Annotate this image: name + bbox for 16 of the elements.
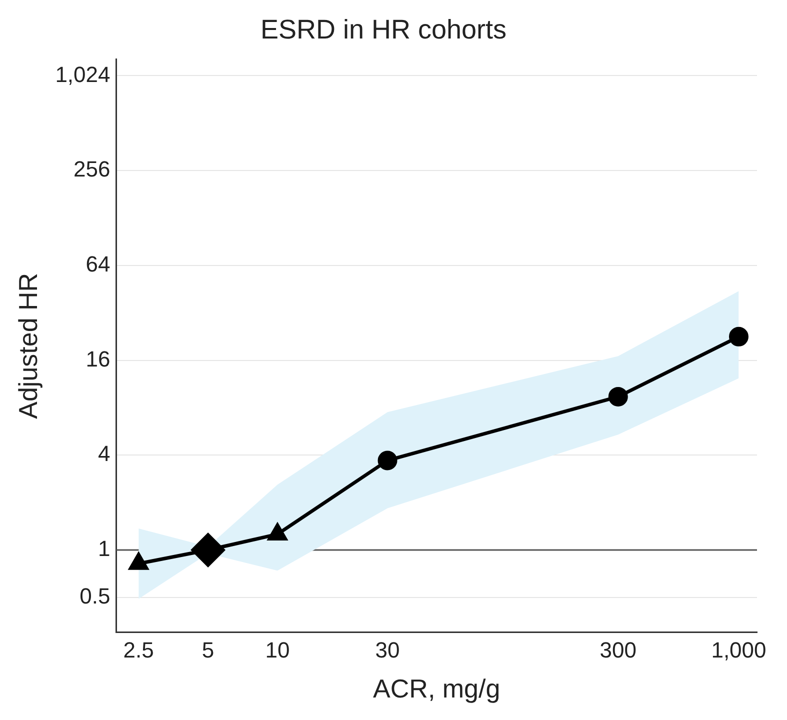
chart-title: ESRD in HR cohorts — [260, 14, 507, 45]
x-axis-title: ACR, mg/g — [373, 674, 500, 704]
x-tick-label: 1,000 — [711, 638, 766, 663]
x-tick-label: 5 — [202, 638, 214, 663]
x-tick-label: 300 — [600, 638, 636, 663]
y-tick-label: 16 — [86, 346, 110, 372]
x-tick-label: 2.5 — [123, 638, 154, 663]
x-tick-label: 30 — [375, 638, 400, 663]
y-tick-label: 0.5 — [80, 584, 110, 609]
y-tick-label: 256 — [74, 156, 110, 182]
x-tick-label: 10 — [265, 638, 290, 663]
y-tick-label: 1,024 — [55, 62, 110, 87]
y-tick-label: 64 — [86, 252, 110, 277]
y-axis-title: Adjusted HR — [12, 272, 43, 419]
y-tick-label: 4 — [98, 441, 110, 466]
y-tick-label: 1 — [98, 536, 110, 562]
